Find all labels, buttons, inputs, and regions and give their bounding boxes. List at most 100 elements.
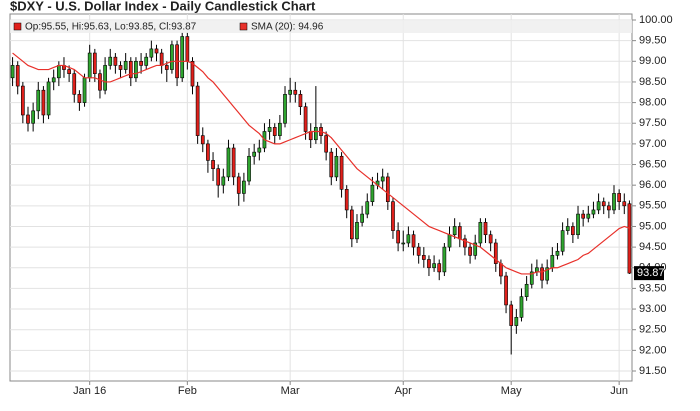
- candle-body: [391, 201, 395, 231]
- candle-body: [421, 255, 426, 260]
- candle-body: [540, 267, 544, 281]
- candle-body: [31, 110, 35, 124]
- candle-body: [416, 246, 421, 256]
- y-tick-label: 92.00: [639, 344, 667, 356]
- candle-body: [617, 193, 621, 202]
- y-tick-label: 93.00: [639, 303, 667, 315]
- candle-body: [601, 201, 606, 207]
- plot-frame: [9, 13, 633, 382]
- candle-body: [360, 213, 364, 223]
- candle-body: [278, 122, 282, 136]
- candle-body: [139, 60, 143, 66]
- candle-body: [298, 94, 303, 108]
- candle-body: [334, 155, 339, 178]
- candle-body: [144, 56, 149, 66]
- candle-body: [293, 89, 298, 95]
- y-tick-label: 99.00: [639, 55, 667, 67]
- legend-entry: SMA (20): 94.96: [251, 22, 324, 33]
- y-tick-label: 99.50: [639, 35, 667, 47]
- candle-body: [519, 296, 524, 318]
- candle-body: [200, 135, 205, 145]
- last-price-label: 93.87: [637, 267, 665, 279]
- candle-body: [627, 203, 632, 274]
- y-tick-label: 100.00: [639, 14, 673, 26]
- candle-body: [432, 263, 436, 269]
- candle-body: [15, 65, 20, 87]
- candle-body: [509, 304, 514, 326]
- candle-body: [185, 36, 190, 62]
- candle-body: [170, 44, 174, 70]
- candle-body: [591, 209, 596, 215]
- candle-body: [226, 147, 231, 178]
- candle-body: [535, 267, 539, 273]
- candle-body: [87, 52, 92, 79]
- candle-body: [504, 275, 508, 306]
- candle-body: [46, 81, 51, 116]
- candle-body: [350, 209, 354, 240]
- candle-body: [545, 267, 550, 281]
- candle-body: [344, 189, 349, 211]
- candle-body: [159, 52, 164, 66]
- candle-body: [355, 222, 359, 240]
- candle-body: [565, 226, 570, 231]
- candle-body: [103, 65, 107, 91]
- candle-body: [406, 234, 411, 244]
- candle-body: [221, 176, 226, 186]
- candle-body: [164, 65, 169, 70]
- candle-body: [98, 73, 102, 91]
- candle-body: [283, 94, 287, 124]
- candle-body: [555, 250, 560, 256]
- candle-body: [514, 317, 519, 326]
- candle-body: [231, 147, 236, 178]
- candle-body: [571, 226, 575, 236]
- candle-body: [113, 56, 118, 66]
- candle-body: [180, 36, 185, 79]
- y-tick-label: 96.50: [639, 158, 667, 170]
- candle-body: [21, 85, 25, 116]
- candle-body: [77, 94, 82, 103]
- candle-body: [82, 77, 87, 103]
- x-tick-label: Feb: [178, 385, 197, 397]
- candle-body: [211, 160, 215, 169]
- candle-body: [437, 263, 442, 273]
- y-tick-label: 97.00: [639, 138, 667, 150]
- candle-body: [36, 89, 41, 112]
- candle-body: [596, 201, 601, 211]
- candle-body: [252, 151, 257, 157]
- candle-body: [154, 48, 159, 54]
- candle-body: [586, 213, 591, 219]
- candle-body: [463, 238, 467, 248]
- candle-body: [370, 184, 375, 202]
- legend-swatch: [13, 22, 22, 31]
- y-tick-label: 96.00: [639, 179, 667, 191]
- candle-body: [190, 60, 195, 87]
- candle-body: [134, 60, 138, 79]
- candle-body: [473, 242, 478, 256]
- candle-body: [314, 127, 318, 141]
- legend-swatch: [239, 22, 248, 31]
- candle-body: [550, 255, 555, 269]
- candle-body: [380, 176, 385, 182]
- legend-band: [10, 20, 632, 33]
- candle-body: [452, 226, 457, 236]
- candle-body: [41, 89, 46, 116]
- candle-body: [529, 271, 534, 285]
- candle-body: [447, 234, 452, 248]
- y-tick-label: 95.00: [639, 220, 667, 232]
- candle-body: [67, 69, 71, 74]
- candle-body: [51, 77, 56, 83]
- marks: [10, 32, 632, 355]
- x-tick-label: Jan 16: [73, 385, 106, 397]
- candle-body: [272, 127, 277, 136]
- candle-body: [56, 65, 61, 79]
- candle-body: [303, 106, 308, 132]
- chart-title: $DXY - U.S. Dollar Index - Daily Candles…: [10, 0, 316, 13]
- candle-body: [149, 48, 154, 58]
- y-tick-label: 98.00: [639, 96, 667, 108]
- y-tick-label: 91.50: [639, 365, 667, 377]
- candle-body: [468, 246, 472, 256]
- candle-body: [92, 52, 97, 74]
- candle-body: [308, 131, 313, 141]
- candle-body: [622, 201, 627, 207]
